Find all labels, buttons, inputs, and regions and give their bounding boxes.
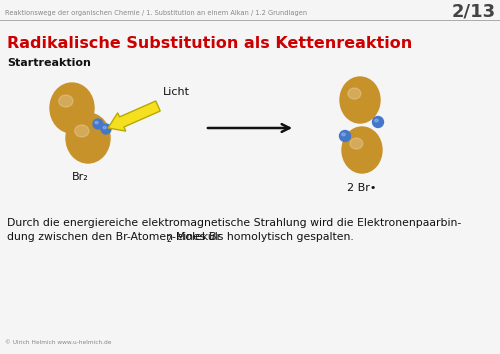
Text: Durch die energiereiche elektromagnetische Strahlung wird die Elektronenpaarbin-: Durch die energiereiche elektromagnetisc… [7,218,461,228]
Text: -Moleküls homolytisch gespalten.: -Moleküls homolytisch gespalten. [172,232,354,242]
Ellipse shape [74,125,89,137]
Ellipse shape [342,127,382,173]
Text: 2: 2 [166,234,171,244]
Text: Radikalische Substitution als Kettenreaktion: Radikalische Substitution als Kettenreak… [7,36,412,51]
Text: Br₂: Br₂ [72,172,88,182]
Ellipse shape [101,124,111,134]
Text: © Ulrich Helmich www.u-helmich.de: © Ulrich Helmich www.u-helmich.de [5,340,112,345]
Ellipse shape [103,126,106,129]
Ellipse shape [342,133,345,136]
Text: 2 Br•: 2 Br• [348,183,376,193]
Text: dung zwischen den Br-Atomen eines Br: dung zwischen den Br-Atomen eines Br [7,232,221,242]
Ellipse shape [340,77,380,123]
Text: 2/13: 2/13 [452,2,496,20]
Ellipse shape [350,138,363,149]
Text: Startreaktion: Startreaktion [7,58,91,68]
Ellipse shape [93,119,103,129]
Ellipse shape [372,116,384,127]
Ellipse shape [374,119,378,122]
Text: Licht: Licht [163,87,190,97]
Ellipse shape [58,95,73,107]
Ellipse shape [50,83,94,133]
Ellipse shape [95,121,98,124]
Text: Reaktionswege der organischen Chemie / 1. Substitution an einem Alkan / 1.2 Grun: Reaktionswege der organischen Chemie / 1… [5,10,307,16]
Ellipse shape [348,88,361,99]
Ellipse shape [340,131,350,142]
FancyArrow shape [108,101,160,131]
Ellipse shape [66,113,110,163]
